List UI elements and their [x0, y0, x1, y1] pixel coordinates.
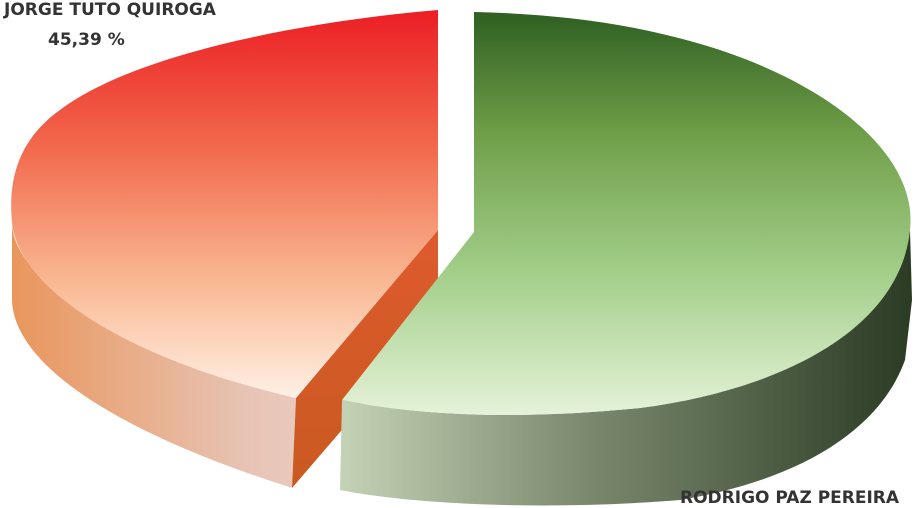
- data-label-quiroga-pct: 45,39 %: [48, 30, 125, 50]
- data-label-paz-name: RODRIGO PAZ PEREIRA: [680, 488, 900, 508]
- slice-paz-top: [342, 12, 911, 415]
- slice-paz-side: [340, 230, 912, 506]
- slice-paz: [340, 12, 912, 506]
- slice-quiroga-cut: [292, 10, 438, 488]
- data-label-quiroga-name: JORGE TUTO QUIROGA: [4, 0, 216, 20]
- slice-quiroga-top: [11, 10, 438, 398]
- slice-quiroga: [11, 10, 439, 488]
